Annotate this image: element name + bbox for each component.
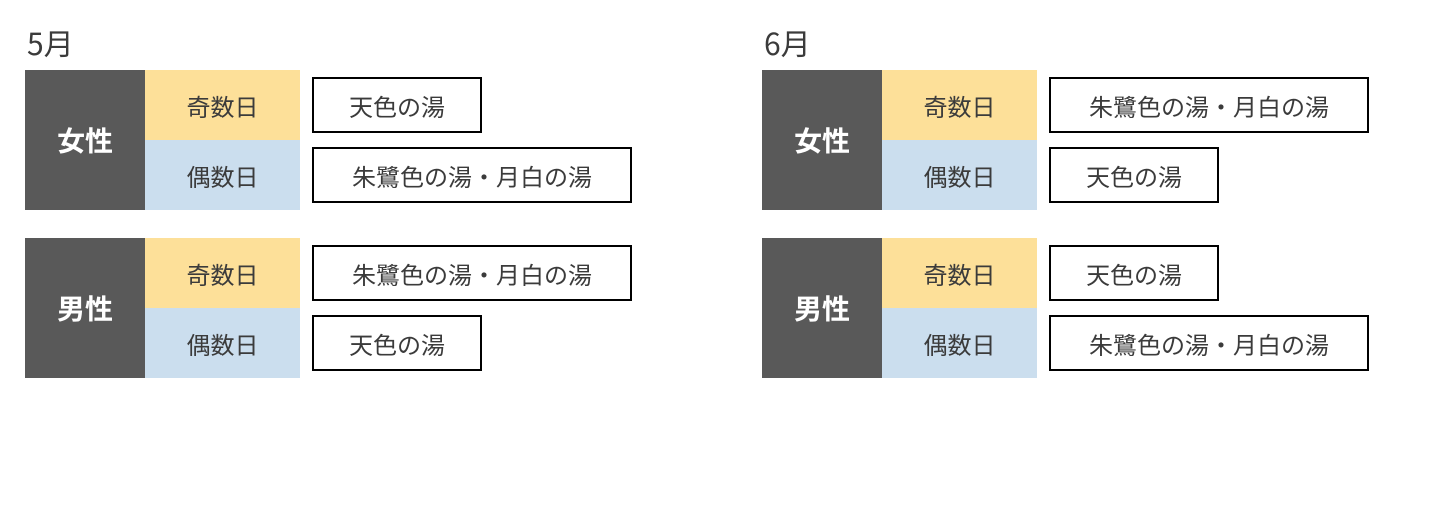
daytype-odd: 奇数日 bbox=[145, 70, 300, 140]
bath-cell: 天色の湯 bbox=[1049, 245, 1219, 301]
month-column: 5月 女性 奇数日 天色の湯 偶数日 朱鷺色の湯・月白の湯 男性 奇数日 朱鷺色… bbox=[25, 20, 632, 406]
month-column: 6月 女性 奇数日 朱鷺色の湯・月白の湯 偶数日 天色の湯 男性 奇数日 天色の… bbox=[762, 20, 1369, 406]
month-title: 5月 bbox=[27, 20, 632, 64]
daytype-odd: 奇数日 bbox=[882, 238, 1037, 308]
schedule-row: 偶数日 天色の湯 bbox=[882, 140, 1369, 210]
bath-cell: 天色の湯 bbox=[1049, 147, 1219, 203]
gender-label: 女性 bbox=[25, 70, 145, 210]
daytype-odd: 奇数日 bbox=[145, 238, 300, 308]
schedule-row: 奇数日 朱鷺色の湯・月白の湯 bbox=[145, 238, 632, 308]
gender-label: 男性 bbox=[25, 238, 145, 378]
daytype-even: 偶数日 bbox=[145, 308, 300, 378]
bath-cell: 天色の湯 bbox=[312, 315, 482, 371]
daytype-odd: 奇数日 bbox=[882, 70, 1037, 140]
schedule-row: 偶数日 朱鷺色の湯・月白の湯 bbox=[145, 140, 632, 210]
gender-label: 男性 bbox=[762, 238, 882, 378]
rows: 奇数日 朱鷺色の湯・月白の湯 偶数日 天色の湯 bbox=[145, 238, 632, 378]
schedule-row: 奇数日 天色の湯 bbox=[145, 70, 632, 140]
gender-group: 女性 奇数日 天色の湯 偶数日 朱鷺色の湯・月白の湯 bbox=[25, 70, 632, 210]
months-container: 5月 女性 奇数日 天色の湯 偶数日 朱鷺色の湯・月白の湯 男性 奇数日 朱鷺色… bbox=[25, 20, 1424, 406]
schedule-row: 偶数日 朱鷺色の湯・月白の湯 bbox=[882, 308, 1369, 378]
gender-group: 男性 奇数日 天色の湯 偶数日 朱鷺色の湯・月白の湯 bbox=[762, 238, 1369, 378]
rows: 奇数日 天色の湯 偶数日 朱鷺色の湯・月白の湯 bbox=[145, 70, 632, 210]
gender-label: 女性 bbox=[762, 70, 882, 210]
bath-cell: 朱鷺色の湯・月白の湯 bbox=[1049, 77, 1369, 133]
month-title: 6月 bbox=[764, 20, 1369, 64]
bath-cell: 朱鷺色の湯・月白の湯 bbox=[1049, 315, 1369, 371]
gender-group: 女性 奇数日 朱鷺色の湯・月白の湯 偶数日 天色の湯 bbox=[762, 70, 1369, 210]
bath-cell: 朱鷺色の湯・月白の湯 bbox=[312, 147, 632, 203]
schedule-row: 奇数日 朱鷺色の湯・月白の湯 bbox=[882, 70, 1369, 140]
rows: 奇数日 天色の湯 偶数日 朱鷺色の湯・月白の湯 bbox=[882, 238, 1369, 378]
rows: 奇数日 朱鷺色の湯・月白の湯 偶数日 天色の湯 bbox=[882, 70, 1369, 210]
bath-cell: 朱鷺色の湯・月白の湯 bbox=[312, 245, 632, 301]
gender-group: 男性 奇数日 朱鷺色の湯・月白の湯 偶数日 天色の湯 bbox=[25, 238, 632, 378]
schedule-row: 偶数日 天色の湯 bbox=[145, 308, 632, 378]
daytype-even: 偶数日 bbox=[882, 308, 1037, 378]
daytype-even: 偶数日 bbox=[145, 140, 300, 210]
daytype-even: 偶数日 bbox=[882, 140, 1037, 210]
schedule-row: 奇数日 天色の湯 bbox=[882, 238, 1369, 308]
bath-cell: 天色の湯 bbox=[312, 77, 482, 133]
